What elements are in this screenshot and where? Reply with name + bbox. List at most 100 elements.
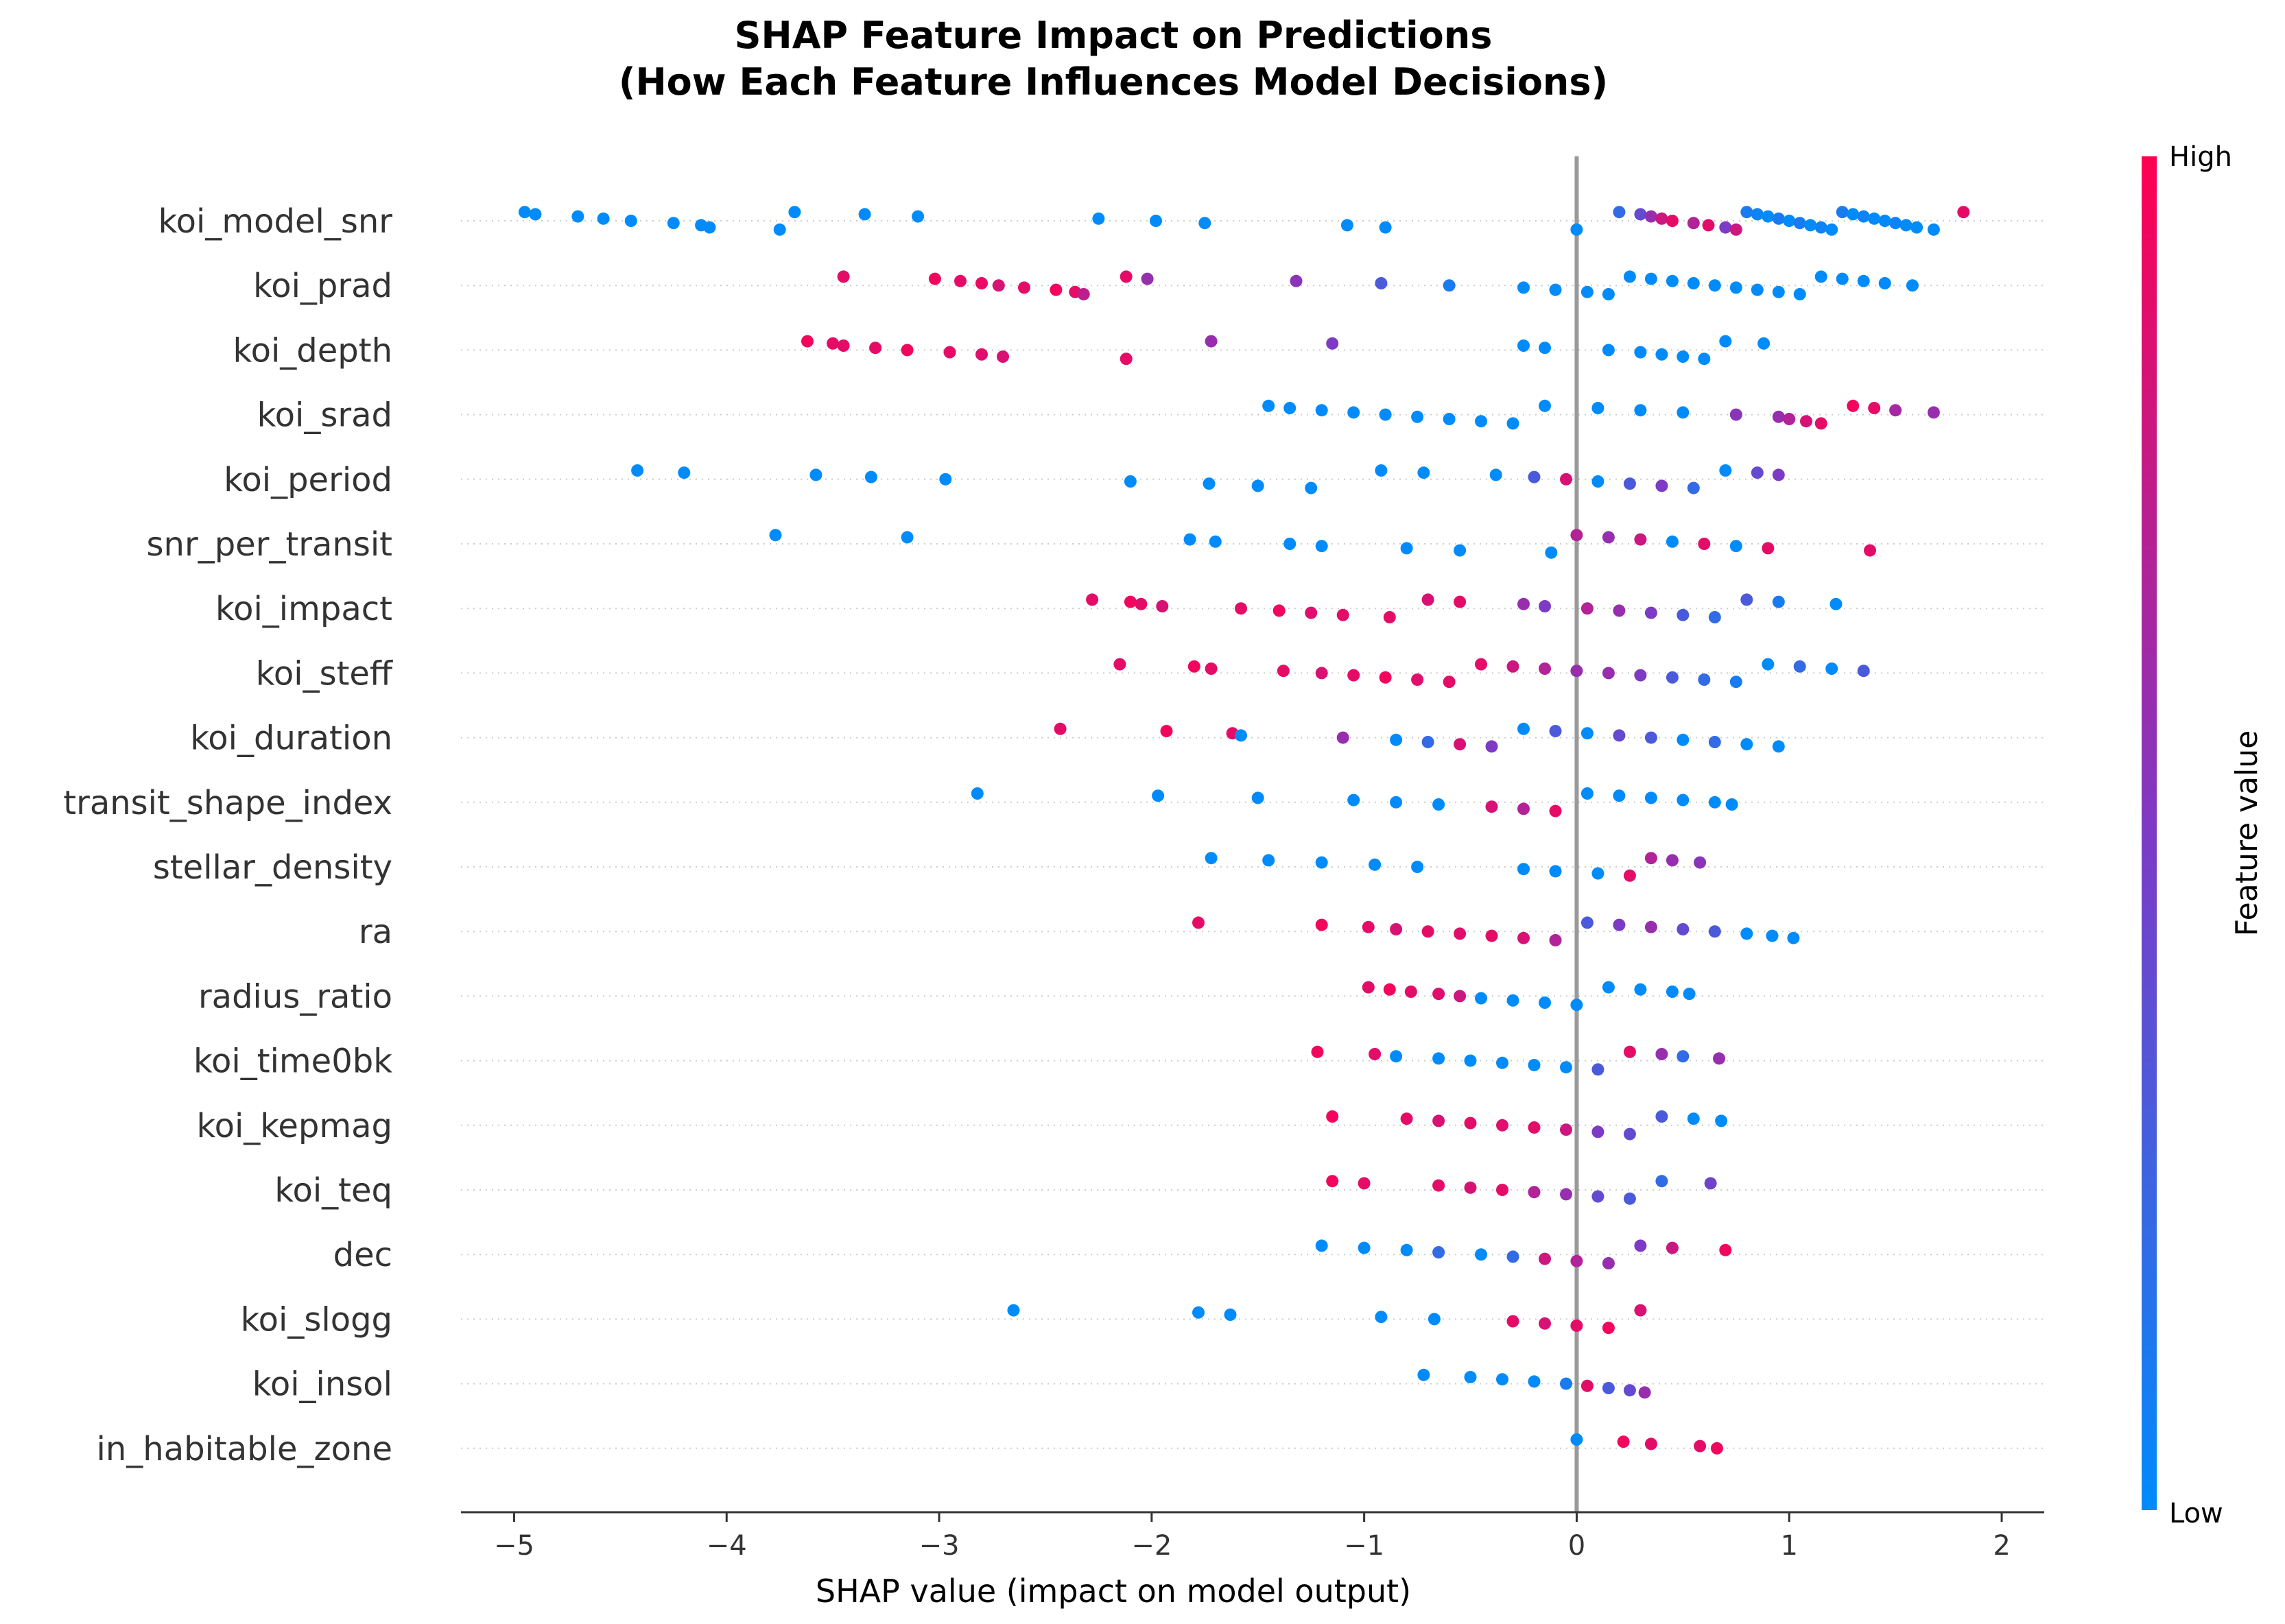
shap-point xyxy=(1390,796,1403,809)
shap-point xyxy=(1613,206,1626,219)
shap-point xyxy=(1539,662,1551,675)
shap-point xyxy=(1591,867,1605,880)
shap-point xyxy=(1580,285,1594,298)
shap-point xyxy=(1475,415,1487,428)
shap-point xyxy=(1793,217,1806,230)
feature-label: ra xyxy=(359,913,392,951)
shap-point xyxy=(1580,602,1594,615)
feature-label: koi_srad xyxy=(257,396,392,435)
shap-point xyxy=(1787,931,1800,944)
x-tick-label: −3 xyxy=(919,1530,960,1562)
feature-label: koi_impact xyxy=(215,590,392,628)
shap-point xyxy=(1417,466,1430,479)
feature-label: stellar_density xyxy=(153,848,392,887)
shap-point xyxy=(1677,733,1690,746)
shap-point xyxy=(1454,595,1467,608)
shap-point xyxy=(1283,402,1297,414)
shap-point xyxy=(1539,1317,1551,1330)
chart-title-line2: (How Each Feature Influences Model Decis… xyxy=(619,60,1608,104)
shap-point xyxy=(1224,1309,1237,1321)
shap-point xyxy=(1719,335,1732,348)
shap-point xyxy=(1432,798,1445,811)
x-axis-ticks: −5 −4 −3 −2 −1 0 1 2 xyxy=(494,1512,2011,1562)
shap-point xyxy=(1644,920,1657,933)
shap-point xyxy=(1687,217,1700,230)
shap-point xyxy=(1485,929,1498,942)
shap-point xyxy=(571,210,584,223)
shap-point xyxy=(1560,1061,1572,1074)
shap-point xyxy=(1362,920,1375,933)
shap-point xyxy=(1517,931,1530,944)
shap-point xyxy=(1390,1050,1403,1063)
shap-point xyxy=(1740,593,1753,606)
shap-point xyxy=(631,464,644,477)
shap-point xyxy=(1506,994,1519,1007)
shap-point xyxy=(912,210,925,223)
shap-point xyxy=(1899,219,1913,232)
shap-point xyxy=(624,215,637,227)
shap-point xyxy=(1336,731,1349,744)
shap-point xyxy=(1496,1056,1508,1069)
colorbar-high-label: High xyxy=(2169,141,2232,173)
shap-point xyxy=(1710,1442,1723,1455)
colorbar-low-label: Low xyxy=(2169,1498,2223,1529)
shap-point xyxy=(1666,986,1679,998)
shap-point xyxy=(1421,736,1434,748)
shap-point xyxy=(597,212,610,225)
shap-point xyxy=(1326,1175,1339,1188)
shap-point xyxy=(1496,1119,1508,1132)
shap-point xyxy=(1326,1110,1339,1123)
shap-point xyxy=(1528,1059,1541,1071)
shap-point xyxy=(788,206,801,219)
shap-point xyxy=(1305,481,1318,494)
shap-point xyxy=(1549,865,1562,878)
shap-point xyxy=(837,270,850,283)
shap-point xyxy=(1400,1243,1413,1256)
shap-point xyxy=(1687,1112,1700,1125)
x-tick-label: 2 xyxy=(1993,1530,2010,1562)
shap-point xyxy=(1262,854,1275,867)
shap-point xyxy=(1124,475,1137,488)
shap-point xyxy=(1878,277,1891,289)
shap-point xyxy=(1283,538,1297,550)
shap-point xyxy=(1375,1311,1388,1324)
shap-point xyxy=(1432,1052,1445,1065)
shap-point xyxy=(1772,740,1785,753)
shap-point xyxy=(1528,1375,1541,1388)
shap-point xyxy=(1506,417,1519,430)
shap-point xyxy=(1666,535,1679,548)
shap-point xyxy=(1644,731,1657,744)
shap-point xyxy=(1580,727,1594,740)
shap-point xyxy=(1251,479,1264,492)
shap-point xyxy=(1772,468,1785,481)
shap-point xyxy=(1454,738,1467,751)
shap-point xyxy=(1506,660,1519,673)
shap-point xyxy=(1235,602,1247,615)
shap-point xyxy=(1772,410,1785,423)
shap-point xyxy=(1602,981,1615,994)
shap-point xyxy=(992,279,1005,292)
feature-label: koi_prad xyxy=(253,267,392,305)
shap-point xyxy=(939,473,952,486)
shap-point xyxy=(1375,464,1388,477)
shap-point xyxy=(1836,272,1849,285)
shap-point xyxy=(1580,787,1594,800)
shap-point xyxy=(1362,981,1375,994)
x-axis-label: SHAP value (impact on model output) xyxy=(816,1573,1411,1610)
shap-point xyxy=(1957,206,1970,219)
shap-point xyxy=(1655,348,1668,361)
shap-point xyxy=(1539,996,1551,1009)
shap-point xyxy=(1485,740,1498,753)
feature-label: koi_model_snr xyxy=(158,202,393,241)
shap-point xyxy=(1591,1125,1605,1138)
shap-point xyxy=(1677,406,1690,419)
shap-point xyxy=(1698,538,1711,550)
shap-point xyxy=(1613,729,1626,742)
shap-point xyxy=(1830,597,1843,610)
shap-point xyxy=(1708,796,1721,809)
shap-point xyxy=(1411,410,1424,423)
shap-point xyxy=(1666,274,1679,287)
shap-point xyxy=(703,221,716,234)
shap-point xyxy=(1570,999,1583,1012)
